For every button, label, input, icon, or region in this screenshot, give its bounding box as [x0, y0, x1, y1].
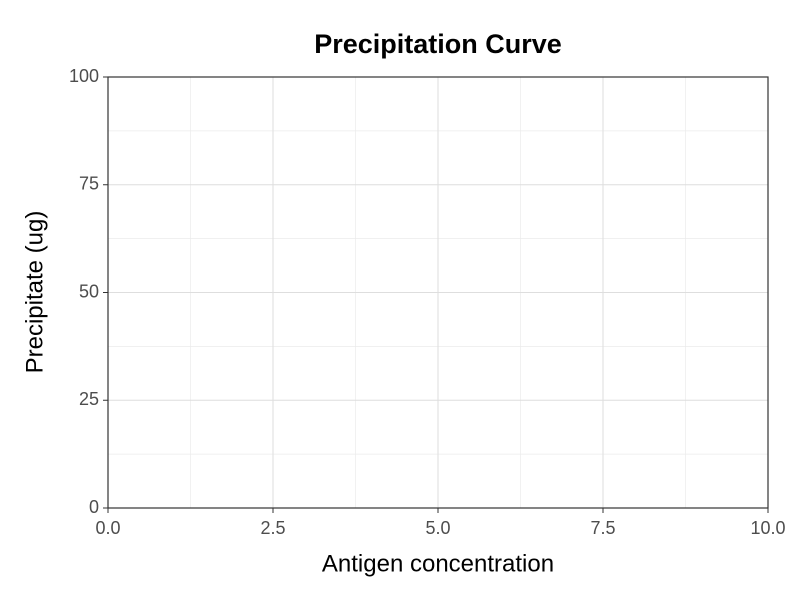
chart-title: Precipitation Curve	[314, 29, 562, 59]
y-tick-label: 25	[79, 389, 99, 409]
y-tick-label: 0	[89, 497, 99, 517]
plot-border	[107, 76, 769, 509]
x-tick-label: 2.5	[260, 518, 285, 538]
x-tick-label: 7.5	[590, 518, 615, 538]
x-tick-label: 10.0	[750, 518, 785, 538]
y-axis-title: Precipitate (ug)	[21, 211, 48, 374]
y-tick-label: 100	[69, 66, 99, 86]
y-tick-label: 75	[79, 174, 99, 194]
x-tick-label: 5.0	[425, 518, 450, 538]
x-tick-label: 0.0	[95, 518, 120, 538]
y-tick-label: 50	[79, 281, 99, 301]
x-axis-title: Antigen concentration	[322, 550, 554, 577]
